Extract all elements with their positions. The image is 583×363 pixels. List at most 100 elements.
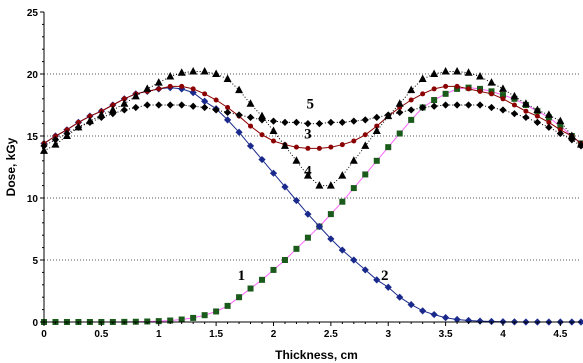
series-4-point — [498, 84, 507, 92]
series-3-point — [87, 113, 93, 119]
series-2-point — [246, 142, 255, 150]
x-tick-label: 4.5 — [553, 329, 567, 340]
series-5-point — [223, 108, 232, 117]
series-3-point — [489, 91, 494, 97]
series-5-point — [155, 101, 163, 109]
series-4-point — [372, 126, 381, 135]
series-3-point — [557, 127, 563, 133]
series-4-point — [326, 181, 335, 189]
series-4-point — [407, 85, 416, 94]
series-3-point — [190, 86, 196, 92]
series-1-point — [167, 317, 174, 324]
series-3-point — [52, 133, 58, 139]
series-1-point — [431, 97, 438, 104]
series-1-point — [408, 116, 415, 123]
series-1-point — [557, 123, 564, 130]
series-3-point — [64, 127, 70, 133]
series-5-point — [338, 118, 346, 126]
series-5-point — [304, 120, 312, 128]
x-tick-label: 0.5 — [94, 329, 108, 340]
series-2-point — [327, 235, 335, 243]
series-2-point — [361, 266, 369, 274]
series-2-point — [223, 116, 232, 124]
series-2 — [40, 84, 583, 326]
series-2-point — [292, 196, 301, 205]
series-2-point — [235, 128, 243, 136]
series-3-point — [431, 86, 437, 92]
series-5-line — [43, 104, 582, 147]
series-4-point — [177, 68, 186, 76]
series-4-point — [258, 111, 267, 120]
series-5-point — [396, 108, 404, 117]
series-5-point — [499, 106, 507, 114]
x-tick-label: 0 — [41, 329, 47, 340]
series-2-point — [430, 310, 438, 319]
series-5-point — [120, 106, 128, 114]
series-5-point — [476, 101, 484, 109]
series-2-point — [258, 155, 266, 164]
series-1-line — [44, 87, 582, 323]
series-1-point — [281, 257, 288, 263]
series-2-point — [396, 293, 404, 301]
series-4-point — [108, 105, 117, 113]
series-4-point — [235, 85, 244, 94]
series-1 — [41, 84, 583, 325]
series-2-point — [304, 210, 312, 218]
series-3-point — [293, 144, 299, 150]
series-1-point — [190, 314, 197, 321]
series-1-point — [396, 130, 403, 137]
series-5-point — [132, 103, 140, 112]
series-4-point — [487, 78, 496, 86]
series-5-point — [212, 106, 220, 114]
series-4-point — [533, 105, 542, 113]
series-4-point — [476, 71, 485, 80]
series-5-point — [201, 103, 209, 112]
series-1-point — [327, 211, 334, 218]
y-tick-label: 10 — [27, 194, 39, 205]
series-2-point — [189, 89, 197, 97]
curve-label-4: 4 — [304, 164, 312, 180]
series-5-point — [577, 142, 583, 150]
series-2-point — [373, 276, 381, 284]
y-axis-title: Dose, kGy — [4, 137, 18, 196]
series-4-point — [223, 74, 232, 82]
x-axis-title: Thickness, cm — [275, 348, 358, 362]
series-5-point — [419, 103, 427, 112]
grid-lines — [44, 73, 581, 261]
series-2-point — [384, 283, 392, 291]
series-2-point — [407, 301, 415, 309]
series-5-point — [109, 110, 117, 118]
y-tick-label: 15 — [27, 132, 39, 143]
series-2-point — [281, 183, 289, 191]
series-5-point — [292, 118, 301, 126]
series-4-point — [120, 99, 129, 107]
series-3-point — [156, 86, 162, 92]
series-5-point — [235, 111, 243, 119]
series-3-point — [270, 138, 276, 144]
series-1-point — [178, 316, 185, 323]
series-2-point — [338, 246, 346, 254]
series-2-point — [464, 316, 473, 325]
curve-labels: 1 2 3 4 5 — [238, 97, 389, 284]
series-3-point — [213, 97, 219, 103]
series-3 — [41, 83, 583, 151]
series-5-point — [166, 101, 174, 109]
series-3-point — [339, 142, 345, 148]
x-tick-label: 4 — [500, 329, 506, 340]
x-tick-label: 2.5 — [324, 329, 338, 340]
series-3-point — [179, 83, 185, 89]
series-3-point — [121, 96, 127, 102]
series-4-point — [189, 67, 198, 75]
series-4-point — [453, 67, 462, 75]
y-tick-label: 20 — [27, 70, 39, 81]
series-3-point — [328, 144, 334, 150]
series-1-point — [304, 234, 311, 241]
series-5-point — [442, 101, 450, 109]
series-1-point — [362, 171, 369, 178]
series-5-point — [269, 117, 278, 125]
series-2-point — [269, 169, 278, 177]
series-4-point — [544, 110, 553, 118]
curve-label-2: 2 — [381, 268, 389, 284]
series-3-point — [316, 145, 322, 151]
series-3-point — [351, 138, 357, 144]
